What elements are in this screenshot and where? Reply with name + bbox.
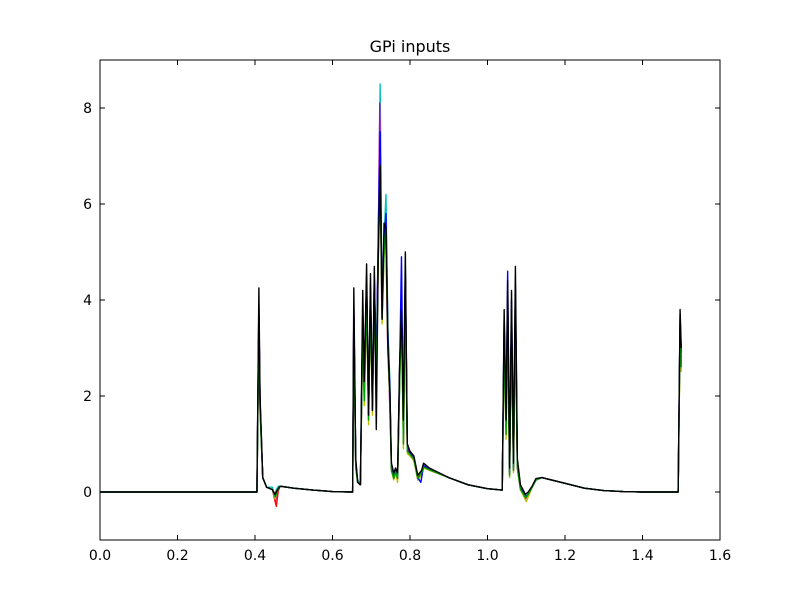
y-tick-label: 0 (83, 485, 92, 501)
y-tick-label: 2 (83, 389, 92, 405)
series-line-7 (100, 164, 682, 496)
y-axis: 0 2 4 6 8 (83, 101, 720, 501)
series-layer (100, 83, 682, 508)
y-tick-label: 4 (83, 293, 92, 309)
x-tick-label: 0.6 (321, 548, 343, 564)
y-tick-label: 8 (83, 101, 92, 117)
x-tick-label: 1.2 (554, 548, 576, 564)
x-tick-label: 1.6 (709, 548, 731, 564)
x-tick-label: 0.0 (89, 548, 111, 564)
y-tick-label: 6 (83, 197, 92, 213)
chart-title: GPi inputs (370, 37, 451, 56)
x-axis: 0.0 0.2 0.4 0.6 0.8 1.0 1.2 1.4 1.6 (89, 60, 731, 564)
x-tick-label: 0.8 (399, 548, 421, 564)
x-tick-label: 1.4 (631, 548, 653, 564)
x-tick-label: 1.0 (476, 548, 498, 564)
x-tick-label: 0.2 (166, 548, 188, 564)
x-tick-label: 0.4 (244, 548, 266, 564)
